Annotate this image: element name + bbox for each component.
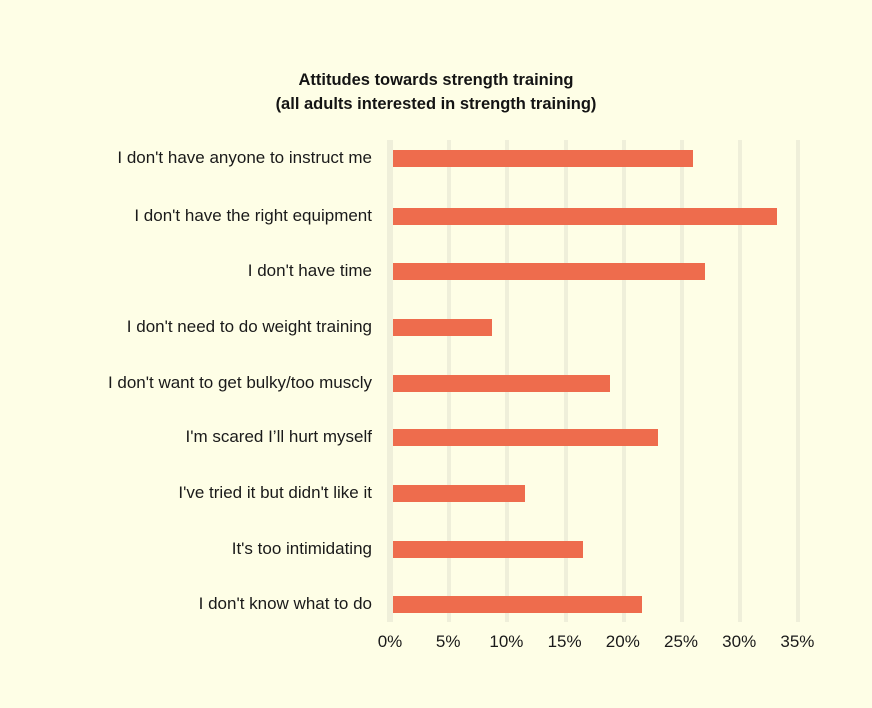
bar-row [393,429,833,446]
x-tick-label: 20% [605,632,640,651]
bar-row [393,263,833,280]
x-tick-label: 35% [780,632,815,651]
bar [393,319,492,336]
x-tick-label: 10% [489,632,524,651]
category-label: I don't want to get bulky/too muscly [107,373,372,392]
gridline [621,140,626,622]
bar-row [393,375,833,392]
x-tick-label: 0% [377,632,403,651]
category-label: I don't have the right equipment [134,206,372,225]
x-tick-label: 5% [435,632,461,651]
gridline [738,140,743,622]
x-tick-label: 15% [547,632,582,651]
bar-row [393,485,833,502]
category-label: I've tried it but didn't like it [178,483,372,502]
x-tick-label: 30% [722,632,757,651]
bar [393,429,659,446]
category-label: I don't have time [247,261,372,280]
bar-row [393,319,833,336]
category-label: I don't know what to do [198,594,372,613]
gridline [796,140,801,622]
chart-subtitle: (all adults interested in strength train… [275,95,597,113]
bar [393,541,583,558]
category-label: I don't need to do weight training [126,317,372,336]
bar-row [393,150,833,167]
x-tick-label: 25% [663,632,699,651]
bar-row [393,596,833,613]
plot-area [387,140,833,622]
bar [393,150,694,167]
bar [393,375,610,392]
bar [393,263,705,280]
bar [393,596,643,613]
bar [393,485,525,502]
gridline [387,140,393,622]
bar [393,208,778,225]
category-label: I'm scared I’ll hurt myself [185,427,372,446]
bar-row [393,208,833,225]
category-label: I don't have anyone to instruct me [117,148,372,167]
chart-title-main: Attitudes towards strength training [298,71,574,89]
category-label: It's too intimidating [231,539,372,558]
chart-title: Attitudes towards strength training (all… [0,68,872,116]
gridline [680,140,684,622]
bar-row [393,541,833,558]
